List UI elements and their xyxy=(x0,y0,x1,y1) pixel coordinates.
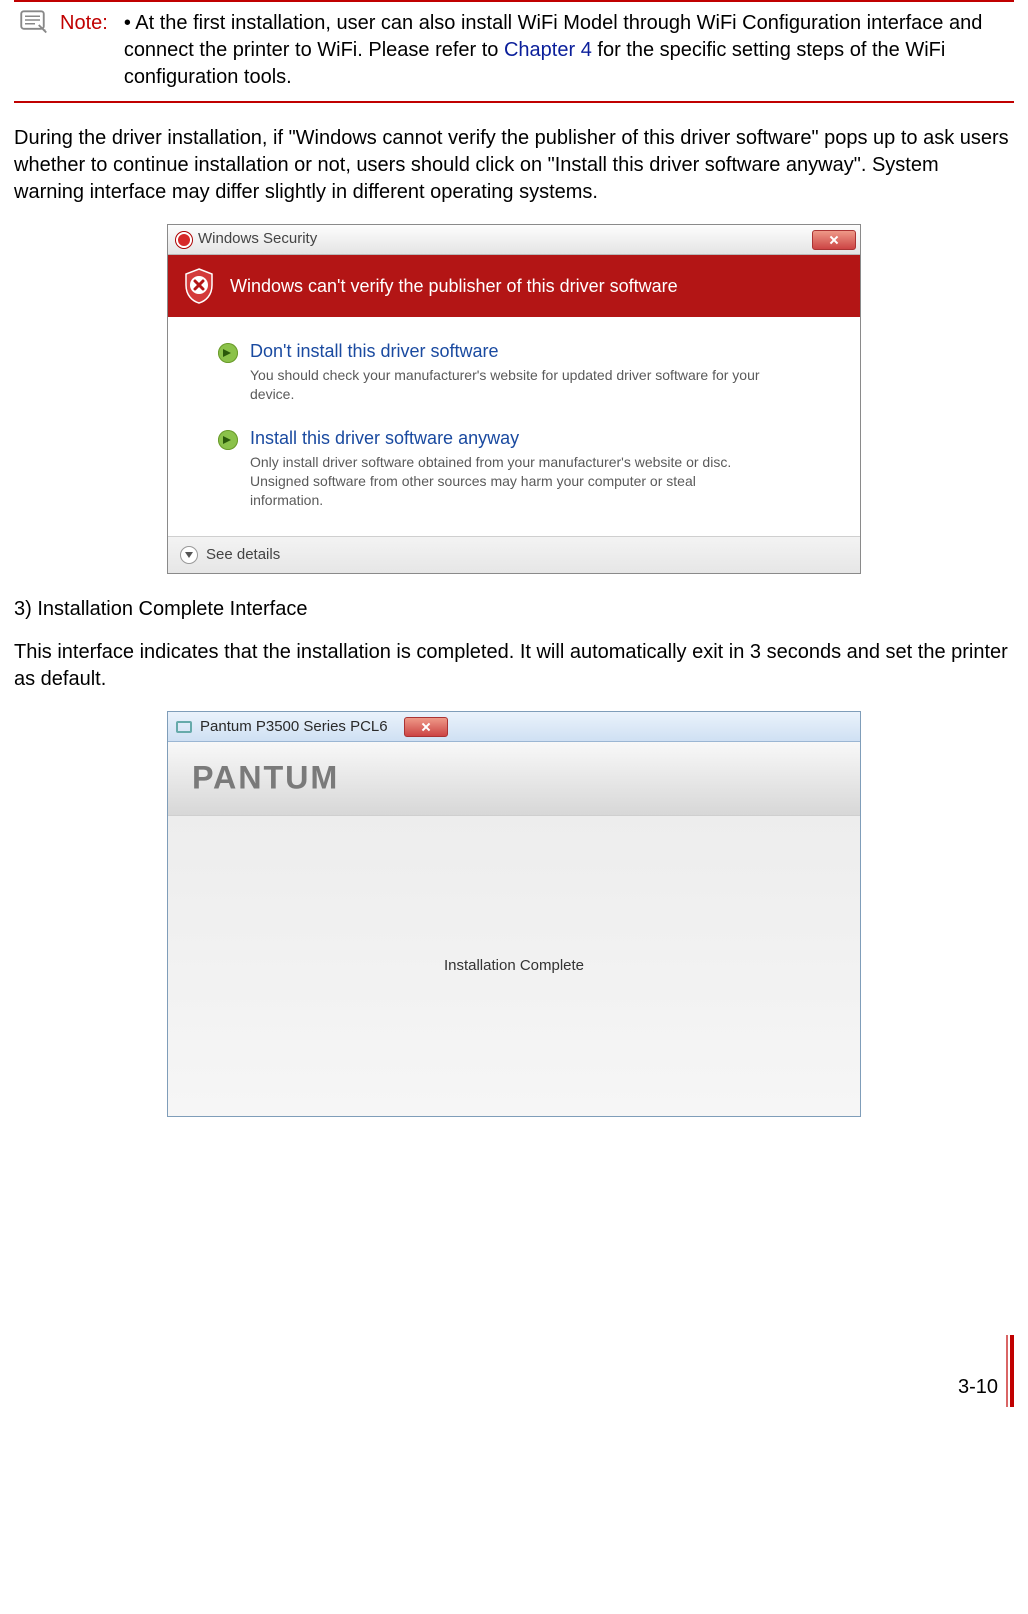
arrow-right-icon xyxy=(218,430,238,450)
opt1-desc: You should check your manufacturer's web… xyxy=(250,366,770,404)
opt2-desc: Only install driver software obtained fr… xyxy=(250,453,770,510)
pantum-logo: PANTUM xyxy=(192,760,477,798)
opt1-title: Don't install this driver software xyxy=(250,339,770,363)
pantum-title: Pantum P3500 Series PCL6 xyxy=(200,717,388,737)
shield-error-icon xyxy=(176,232,192,248)
section3-title: 3) Installation Complete Interface xyxy=(14,596,1014,623)
dialog-titlebar: Windows Security xyxy=(168,225,860,255)
page-footer: 3-10 xyxy=(14,1327,1014,1407)
see-details-label: See details xyxy=(206,545,280,565)
option-dont-install[interactable]: Don't install this driver software You s… xyxy=(218,339,832,404)
close-button[interactable] xyxy=(812,230,856,250)
installation-complete-text: Installation Complete xyxy=(444,956,584,976)
see-details-row[interactable]: See details xyxy=(168,536,860,573)
section3-paragraph: This interface indicates that the instal… xyxy=(14,639,1014,693)
chapter-link[interactable]: Chapter 4 xyxy=(504,39,592,61)
intro-paragraph: During the driver installation, if "Wind… xyxy=(14,125,1014,206)
pantum-dialog: Pantum P3500 Series PCL6 PANTUM Installa… xyxy=(167,711,861,1117)
brand-band: PANTUM xyxy=(168,742,860,816)
banner-text: Windows can't verify the publisher of th… xyxy=(230,274,678,298)
chevron-down-icon xyxy=(180,546,198,564)
note-text: • At the first installation, user can al… xyxy=(124,10,1008,91)
warning-banner: Windows can't verify the publisher of th… xyxy=(168,255,860,317)
note-box: Note: • At the first installation, user … xyxy=(14,0,1014,103)
pantum-titlebar: Pantum P3500 Series PCL6 xyxy=(168,712,860,742)
arrow-right-icon xyxy=(218,343,238,363)
close-button[interactable] xyxy=(404,717,448,737)
printer-app-icon xyxy=(176,721,192,733)
dialog-title: Windows Security xyxy=(198,229,317,249)
pantum-body: Installation Complete xyxy=(168,816,860,1116)
note-label: Note: xyxy=(60,10,114,91)
windows-security-dialog: Windows Security Windows can't verify th… xyxy=(167,224,861,574)
opt2-title: Install this driver software anyway xyxy=(250,426,770,450)
svg-text:PANTUM: PANTUM xyxy=(192,760,339,796)
note-icon xyxy=(20,10,50,36)
shield-x-icon xyxy=(182,267,216,305)
option-install-anyway[interactable]: Install this driver software anyway Only… xyxy=(218,426,832,510)
page-number: 3-10 xyxy=(958,1374,998,1401)
